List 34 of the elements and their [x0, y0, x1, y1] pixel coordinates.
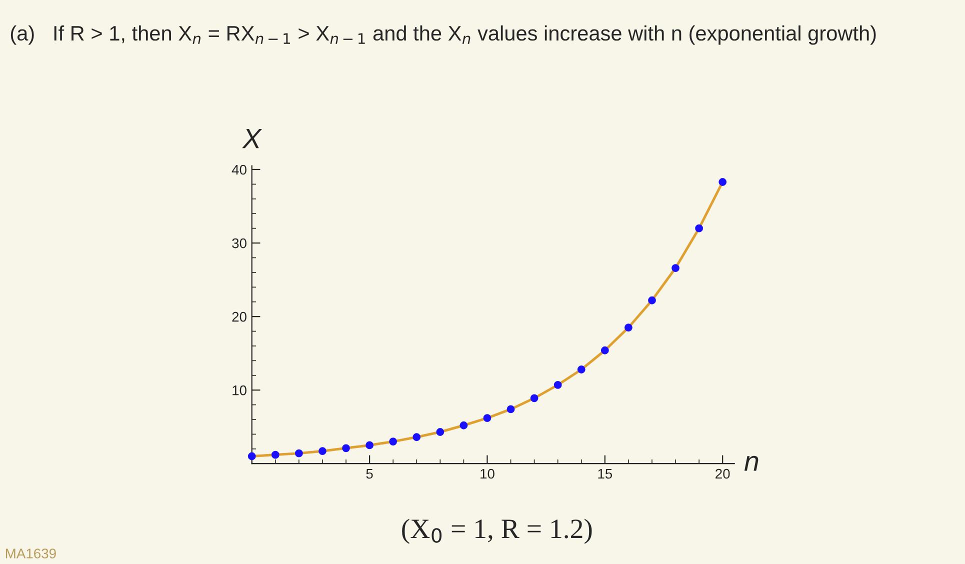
point [577, 366, 586, 374]
point [294, 449, 303, 458]
y-tick-label: 10 [232, 385, 246, 396]
point [718, 178, 727, 186]
x-tick-label: 10 [480, 468, 494, 479]
y-tick-label: 20 [232, 312, 246, 322]
point [248, 452, 256, 460]
point [389, 438, 398, 446]
point [318, 447, 326, 456]
point [624, 324, 632, 332]
point [366, 441, 374, 450]
text: MA1639 [6, 548, 56, 558]
point [271, 450, 280, 459]
point [506, 405, 515, 414]
point [672, 264, 680, 272]
x-axis-title: n [744, 456, 758, 471]
point [695, 224, 704, 232]
point [600, 346, 609, 354]
x-tick-label: 20 [716, 468, 730, 479]
point [530, 394, 538, 402]
x-tick-label: 5 [366, 468, 373, 479]
y-axis-title: X [242, 129, 262, 148]
point [460, 421, 468, 430]
chart-title: (a) If R > 1, then X$_{n}$ = RX$_{n−1}$ > X$_{n−1}$ and the X$_{n}$ values increase with n (exponential growth) [10, 25, 876, 45]
point [483, 414, 492, 422]
point [342, 444, 350, 452]
point [648, 296, 656, 304]
point [554, 380, 562, 389]
text: (X$_{0}$ = 1, R = 1.2) [402, 518, 592, 544]
point [412, 433, 421, 442]
y-tick-label: 30 [232, 238, 246, 248]
point [436, 428, 444, 436]
y-tick-label: 40 [232, 164, 246, 175]
x-tick-label: 15 [598, 468, 612, 479]
